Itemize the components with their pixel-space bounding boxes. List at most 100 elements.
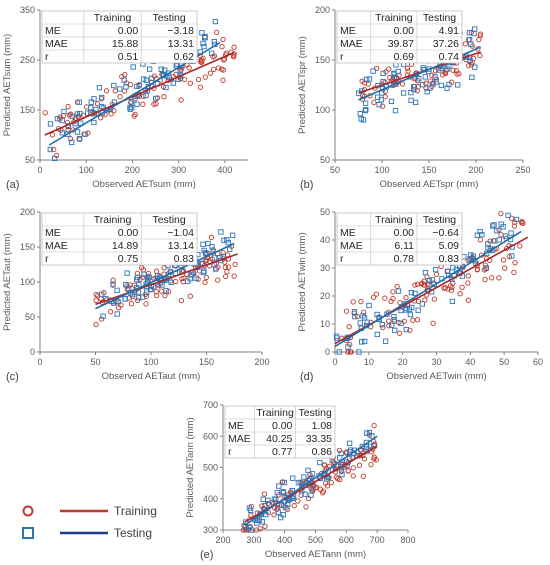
- data-point-training: [358, 298, 364, 305]
- data-point-training: [350, 473, 356, 479]
- data-point-testing: [483, 265, 490, 271]
- stats-cell: r: [340, 51, 344, 63]
- data-point-training: [396, 330, 403, 336]
- data-point-testing: [200, 40, 206, 47]
- panel-label: (c): [6, 371, 19, 383]
- y-tick-label: 150: [20, 242, 35, 252]
- data-point-testing: [177, 67, 183, 74]
- data-point-testing: [200, 269, 207, 276]
- data-point-testing: [366, 76, 373, 82]
- data-point-testing: [415, 307, 421, 313]
- data-point-training: [382, 94, 388, 100]
- data-point-testing: [466, 30, 473, 36]
- data-point-testing: [211, 255, 218, 261]
- data-point-training: [405, 68, 411, 74]
- x-axis-label: Observed AETann (mm): [265, 549, 366, 560]
- data-point-testing: [123, 282, 129, 288]
- data-point-training: [303, 504, 309, 510]
- data-point-training: [370, 294, 377, 300]
- stats-cell: 15.88: [112, 38, 138, 50]
- data-point-training: [335, 476, 341, 482]
- data-point-training: [134, 270, 141, 276]
- data-point-testing: [85, 110, 91, 116]
- y-axis-label: Predicted AETann (mm): [185, 417, 196, 517]
- x-axis-label: Observed AETspr (mm): [380, 179, 479, 190]
- data-point-training: [430, 320, 436, 326]
- data-point-testing: [411, 84, 417, 90]
- data-point-training: [465, 273, 471, 279]
- data-point-testing: [212, 18, 219, 25]
- chart-panel-1: 50 100 150 200 250 50 100 150 200 Observed AETspr…: [297, 5, 531, 191]
- data-point-testing: [317, 459, 323, 466]
- data-point-training: [502, 265, 508, 271]
- data-point-testing: [469, 74, 475, 81]
- x-tick-label: 800: [400, 535, 415, 545]
- x-tick-label: 100: [79, 165, 94, 175]
- x-tick-label: 60: [533, 357, 543, 367]
- data-point-testing: [163, 288, 169, 294]
- data-point-training: [371, 454, 377, 460]
- data-point-training: [476, 36, 482, 43]
- stats-header-cell: Training: [375, 214, 413, 226]
- data-point-training: [295, 498, 301, 504]
- data-point-training: [508, 215, 515, 221]
- data-point-testing: [134, 276, 140, 283]
- data-point-testing: [134, 83, 140, 89]
- data-point-testing: [88, 104, 94, 111]
- stats-cell: 0.00: [394, 25, 415, 37]
- data-point-testing: [333, 333, 340, 339]
- data-point-training: [153, 292, 160, 299]
- stats-cell: r: [45, 253, 49, 265]
- x-tick-label: 150: [199, 357, 214, 367]
- data-point-training: [489, 275, 495, 281]
- data-point-training: [394, 283, 400, 290]
- data-point-testing: [260, 496, 266, 502]
- y-tick-label: 150: [315, 55, 330, 65]
- data-point-training: [203, 274, 209, 281]
- x-tick-label: 50: [330, 165, 340, 175]
- data-point-testing: [392, 327, 398, 334]
- y-tick-label: 100: [20, 277, 35, 287]
- data-point-training: [399, 81, 406, 87]
- data-point-training: [350, 299, 356, 305]
- data-point-testing: [265, 497, 271, 504]
- y-axis-label: Predicted AETsum (mm): [2, 34, 13, 136]
- stats-cell: 1.08: [312, 420, 333, 432]
- data-point-testing: [509, 253, 515, 259]
- data-point-testing: [407, 311, 414, 318]
- y-tick-label: 10: [320, 319, 330, 329]
- y-axis-label: Predicted AETspr (mm): [297, 36, 308, 134]
- data-point-testing: [376, 102, 382, 108]
- data-point-training: [423, 85, 429, 91]
- data-point-training: [202, 279, 208, 286]
- data-point-testing: [403, 326, 409, 333]
- data-point-training: [153, 101, 159, 107]
- data-point-training: [107, 309, 114, 315]
- data-point-testing: [363, 76, 370, 83]
- data-point-training: [187, 80, 193, 86]
- y-tick-label: 40: [320, 235, 330, 245]
- data-point-testing: [408, 97, 414, 104]
- fit-line-testing: [244, 435, 378, 526]
- data-point-training: [128, 100, 134, 106]
- data-point-testing: [145, 275, 151, 282]
- data-point-testing: [301, 474, 307, 480]
- data-point-training: [338, 468, 345, 475]
- data-point-training: [181, 275, 187, 281]
- data-point-testing: [290, 475, 296, 481]
- data-point-testing: [123, 84, 129, 90]
- data-point-testing: [141, 271, 147, 278]
- data-point-training: [156, 283, 162, 289]
- data-point-training: [225, 264, 232, 270]
- data-point-testing: [391, 316, 397, 323]
- data-point-training: [361, 456, 368, 462]
- data-point-training: [214, 29, 220, 36]
- data-point-training: [345, 468, 351, 474]
- data-point-training: [67, 136, 74, 142]
- data-point-testing: [374, 331, 380, 338]
- data-point-testing: [290, 495, 297, 502]
- data-point-training: [404, 65, 411, 71]
- x-tick-label: 30: [431, 357, 441, 367]
- legend-testing-label: Testing: [114, 526, 152, 540]
- data-point-training: [498, 210, 504, 217]
